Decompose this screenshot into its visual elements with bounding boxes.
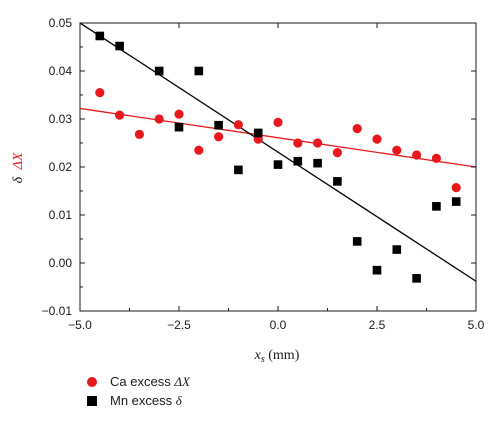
data-point-ca [194,145,204,155]
legend-item-ca: Ca excess ΔX [87,374,191,389]
y-tick-label: 0.02 [49,160,73,174]
y-tick-label: 0.01 [49,208,73,222]
x-axis-title-main: x [254,348,262,363]
data-point-ca [332,148,342,158]
data-point-ca [372,134,382,144]
data-point-mn [372,265,382,275]
data-point-ca [95,88,105,98]
data-point-mn [293,156,303,166]
data-point-mn [154,66,164,76]
y-axis-title-deltax: ΔX [11,152,26,170]
legend-label-mn-prefix: Mn excess [110,393,176,408]
plot-area [80,23,476,283]
legend-label-mn: Mn excess δ [110,393,183,408]
y-tick-label: −0.01 [42,304,73,318]
y-axis-title: δ ΔX [11,152,26,183]
x-tick-label: −5.0 [68,318,92,332]
x-axis-title-sub: s [261,354,265,365]
data-point-mn [95,31,105,41]
y-tick-label: 0.04 [49,64,73,78]
x-tick-label: 5.0 [468,318,485,332]
data-point-ca [115,110,125,120]
legend-label-ca-symbol: ΔX [173,374,191,389]
data-point-ca [451,183,461,193]
data-point-ca [174,109,184,119]
data-point-mn [412,274,421,283]
data-point-mn [273,160,283,169]
data-point-ca [431,153,441,163]
data-point-mn [115,41,124,51]
data-point-mn [253,128,263,138]
data-point-mn [352,237,362,246]
data-point-ca [233,120,243,130]
data-point-ca [392,145,402,155]
data-point-ca [352,124,362,134]
fit-line-mn [80,23,476,282]
data-point-ca [412,150,422,160]
legend-label-ca-prefix: Ca excess [110,374,174,389]
data-point-ca [214,132,224,142]
plot-inner [80,23,476,283]
data-point-mn [214,120,223,130]
data-point-ca [293,138,303,148]
data-point-ca [134,129,144,139]
fit-line-ca [80,107,476,168]
data-point-mn [174,122,184,132]
data-point-mn [392,245,402,254]
x-tick-label: 2.5 [369,318,386,332]
data-point-mn [451,197,461,206]
legend-label-ca: Ca excess ΔX [110,374,191,389]
x-axis-title-unit: (mm) [265,348,300,363]
data-point-ca [313,138,323,148]
data-point-ca [154,114,164,124]
data-point-mn [194,66,204,76]
legend-marker-ca [87,377,97,387]
y-tick-label: 0.00 [49,256,73,270]
y-tick-label: 0.03 [49,112,73,126]
legend-marker-mn [87,396,97,406]
data-point-mn [234,165,243,175]
legend: Ca excess ΔX Mn excess δ [87,374,191,408]
x-tick-label: 0.0 [270,318,287,332]
data-point-ca [273,117,283,127]
x-axis-title: xs (mm) [254,348,300,365]
y-axis-title-delta: δ [11,176,26,183]
data-point-mn [432,202,441,211]
x-tick-label: −2.5 [167,318,191,332]
legend-item-mn: Mn excess δ [87,393,183,408]
y-tick-label: 0.05 [49,16,73,30]
data-point-mn [313,158,322,168]
axes: −5.0 −2.5 0.0 2.5 5.0 −0.01 0.00 0.01 0.02 0.03 0.… [42,16,485,332]
legend-label-mn-symbol: δ [176,393,183,408]
data-point-mn [333,177,342,186]
